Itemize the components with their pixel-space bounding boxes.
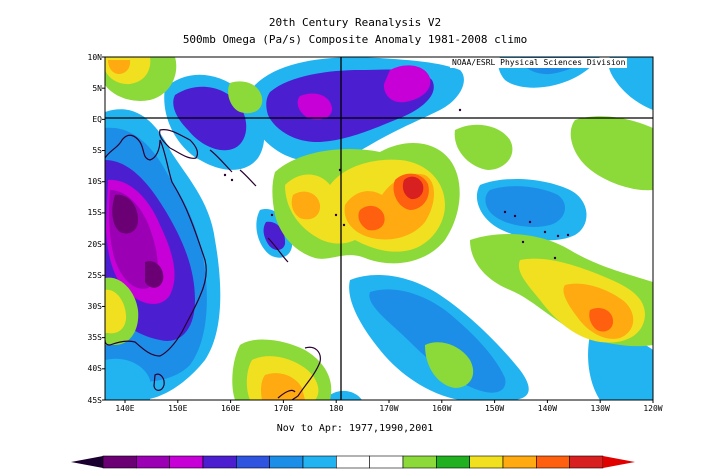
period-label: Nov to Apr: 1977,1990,2001 bbox=[276, 423, 434, 434]
longitude-ticks bbox=[124, 400, 654, 403]
anomaly-region-23 bbox=[263, 221, 286, 250]
credit-label: NOAA/ESRL Physical Sciences Division bbox=[450, 58, 628, 68]
lon-tick-label: 140W bbox=[537, 404, 558, 413]
colorbar-swatch bbox=[369, 455, 404, 469]
colorbar-swatch bbox=[236, 455, 270, 469]
island-dot-13 bbox=[521, 240, 525, 244]
lon-tick-label: 140E bbox=[115, 404, 135, 413]
lat-tick-label: 25S bbox=[87, 270, 102, 280]
island-dots bbox=[223, 108, 570, 260]
coastlines bbox=[105, 129, 321, 400]
lat-tick-label: 30S bbox=[87, 301, 102, 311]
anomaly-region-18 bbox=[485, 186, 565, 227]
colorbar-swatch bbox=[469, 455, 504, 469]
colorbar-right-arrow bbox=[603, 456, 635, 468]
colorbar-swatch bbox=[269, 455, 304, 469]
lat-tick-label: 5S bbox=[92, 146, 102, 156]
anomaly-region-46 bbox=[570, 116, 653, 191]
lat-tick-label: 5N bbox=[92, 83, 102, 93]
coastline-4 bbox=[209, 149, 233, 173]
island-dot-11 bbox=[556, 234, 560, 238]
colorbar-swatch bbox=[536, 455, 570, 469]
lat-tick-label: 10S bbox=[87, 177, 102, 187]
colorbar-left-arrow bbox=[71, 456, 103, 468]
island-dot-10 bbox=[543, 230, 547, 234]
coastline-6 bbox=[267, 237, 289, 263]
lat-tick-label: 40S bbox=[87, 364, 102, 374]
lat-tick-label: 45S bbox=[87, 395, 102, 405]
anomaly-region-28 bbox=[108, 60, 131, 74]
anomaly-region-25 bbox=[328, 390, 362, 400]
colorbar-swatch bbox=[136, 455, 170, 469]
anomaly-region-33 bbox=[358, 205, 385, 231]
coastline-3 bbox=[159, 129, 199, 159]
island-dot-7 bbox=[503, 210, 507, 214]
lat-tick-label: 20S bbox=[87, 239, 102, 249]
colorbar-swatch bbox=[202, 455, 237, 469]
colorbar-swatch bbox=[102, 455, 137, 469]
island-dot-1 bbox=[223, 173, 227, 177]
island-dot-6 bbox=[458, 108, 462, 112]
island-dot-2 bbox=[230, 178, 234, 182]
island-dot-14 bbox=[553, 256, 557, 260]
lon-tick-label: 150E bbox=[168, 404, 188, 413]
island-dot-4 bbox=[334, 213, 338, 217]
anomaly-region-48 bbox=[425, 342, 474, 388]
coastline-8 bbox=[277, 389, 296, 399]
anomaly-region-7 bbox=[145, 261, 164, 288]
coastline-1 bbox=[105, 134, 207, 357]
anomaly-region-24 bbox=[105, 358, 150, 400]
island-dot-9 bbox=[528, 220, 532, 224]
lon-tick-label: 170E bbox=[273, 404, 294, 413]
colorbar-swatch bbox=[402, 455, 437, 469]
colorbar-swatch bbox=[502, 455, 537, 469]
lat-tick-label: 15S bbox=[87, 208, 102, 218]
anomaly-region-44 bbox=[105, 289, 127, 334]
lon-tick-label: 160E bbox=[220, 404, 241, 413]
chart-subtitle: 500mb Omega (Pa/s) Composite Anomaly 198… bbox=[182, 33, 528, 46]
anomaly-region-13 bbox=[297, 93, 333, 120]
anomaly-region-42 bbox=[261, 373, 305, 400]
coastline-5 bbox=[239, 169, 257, 187]
lon-tick-label: 130W bbox=[590, 404, 610, 413]
lat-tick-label: EQ bbox=[92, 114, 102, 124]
plot-frame bbox=[104, 56, 654, 401]
anomaly-region-35 bbox=[402, 176, 424, 200]
colorbar bbox=[71, 455, 635, 469]
lat-tick-label: 10N bbox=[87, 52, 102, 62]
island-dot-3 bbox=[270, 213, 274, 217]
island-dot-12 bbox=[566, 233, 570, 237]
anomaly-region-39 bbox=[589, 308, 614, 332]
colorbar-swatch bbox=[169, 455, 204, 469]
chart-title: 20th Century Reanalysis V2 bbox=[268, 16, 442, 29]
lat-tick-label: 35S bbox=[87, 333, 102, 343]
lon-tick-label: 160W bbox=[432, 404, 452, 413]
anomaly-region-47 bbox=[454, 124, 513, 170]
colorbar-swatch bbox=[336, 455, 370, 469]
latitude-ticks bbox=[102, 56, 105, 401]
anomaly-region-31 bbox=[291, 191, 321, 220]
colorbar-swatch bbox=[569, 455, 604, 469]
lon-tick-label: 120W bbox=[643, 404, 663, 413]
anomaly-region-16 bbox=[608, 57, 653, 110]
coastline-2 bbox=[153, 373, 165, 391]
anomaly-region-6 bbox=[112, 194, 138, 234]
anomaly-region-21 bbox=[588, 333, 653, 400]
colorbar-swatch bbox=[436, 455, 470, 469]
lon-tick-label: 150W bbox=[484, 404, 505, 413]
island-dot-8 bbox=[513, 214, 517, 218]
lon-tick-label: 180 bbox=[328, 404, 344, 413]
anomaly-region-45 bbox=[228, 81, 263, 114]
anomaly-field bbox=[105, 57, 653, 400]
lon-tick-label: 170W bbox=[379, 404, 399, 413]
coastline-7 bbox=[291, 346, 321, 400]
colorbar-swatch bbox=[302, 455, 337, 469]
island-dot-5 bbox=[342, 223, 346, 227]
anomaly-region-12 bbox=[383, 65, 431, 103]
